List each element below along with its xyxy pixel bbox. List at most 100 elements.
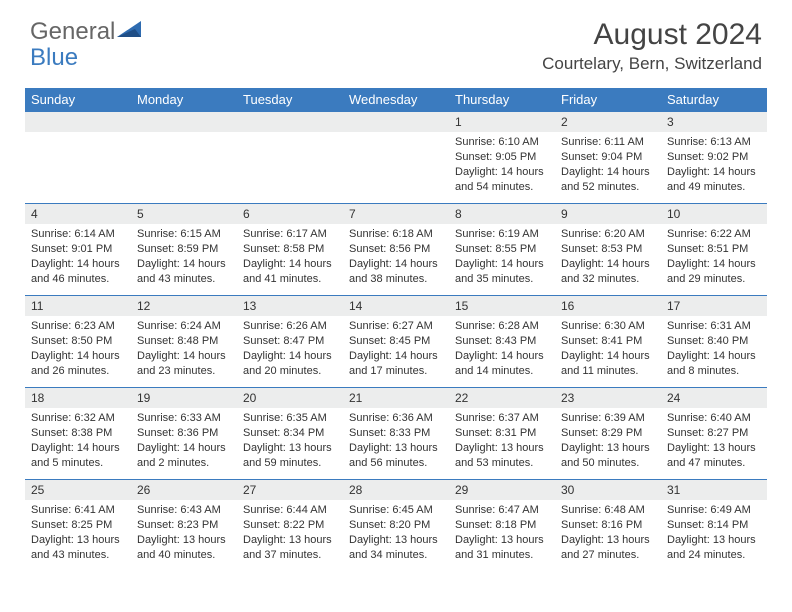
calendar-cell: 31Sunrise: 6:49 AMSunset: 8:14 PMDayligh… [661, 479, 767, 571]
sunrise-text: Sunrise: 6:43 AM [137, 503, 231, 518]
daylight-text: Daylight: 14 hours and 54 minutes. [455, 165, 549, 195]
day-number-row: 2 [555, 111, 661, 132]
sunset-text: Sunset: 8:48 PM [137, 334, 231, 349]
day-number-row: 31 [661, 479, 767, 500]
sunrise-text: Sunrise: 6:35 AM [243, 411, 337, 426]
daylight-text: Daylight: 14 hours and 46 minutes. [31, 257, 125, 287]
calendar-cell: 19Sunrise: 6:33 AMSunset: 8:36 PMDayligh… [131, 387, 237, 479]
sunrise-text: Sunrise: 6:30 AM [561, 319, 655, 334]
day-body: Sunrise: 6:35 AMSunset: 8:34 PMDaylight:… [237, 408, 343, 474]
daylight-text: Daylight: 14 hours and 29 minutes. [667, 257, 761, 287]
sunrise-text: Sunrise: 6:14 AM [31, 227, 125, 242]
day-number-row: 20 [237, 387, 343, 408]
weekday-header: Monday [131, 88, 237, 111]
sunset-text: Sunset: 8:16 PM [561, 518, 655, 533]
sunset-text: Sunset: 8:51 PM [667, 242, 761, 257]
calendar-cell: 23Sunrise: 6:39 AMSunset: 8:29 PMDayligh… [555, 387, 661, 479]
day-body: Sunrise: 6:47 AMSunset: 8:18 PMDaylight:… [449, 500, 555, 566]
daylight-text: Daylight: 14 hours and 8 minutes. [667, 349, 761, 379]
sunset-text: Sunset: 8:14 PM [667, 518, 761, 533]
sunrise-text: Sunrise: 6:22 AM [667, 227, 761, 242]
daylight-text: Daylight: 13 hours and 37 minutes. [243, 533, 337, 563]
day-number-row: 14 [343, 295, 449, 316]
day-number-row: 25 [25, 479, 131, 500]
day-number-row: 1 [449, 111, 555, 132]
calendar-cell: 28Sunrise: 6:45 AMSunset: 8:20 PMDayligh… [343, 479, 449, 571]
sunrise-text: Sunrise: 6:41 AM [31, 503, 125, 518]
calendar-cell: 18Sunrise: 6:32 AMSunset: 8:38 PMDayligh… [25, 387, 131, 479]
calendar-body: 1Sunrise: 6:10 AMSunset: 9:05 PMDaylight… [25, 111, 767, 571]
day-number-row: 17 [661, 295, 767, 316]
sunset-text: Sunset: 9:04 PM [561, 150, 655, 165]
sunset-text: Sunset: 8:56 PM [349, 242, 443, 257]
sunset-text: Sunset: 9:05 PM [455, 150, 549, 165]
sunrise-text: Sunrise: 6:15 AM [137, 227, 231, 242]
day-body: Sunrise: 6:19 AMSunset: 8:55 PMDaylight:… [449, 224, 555, 290]
weekday-header: Wednesday [343, 88, 449, 111]
day-number-row: 30 [555, 479, 661, 500]
day-number-row: 11 [25, 295, 131, 316]
calendar-cell: 12Sunrise: 6:24 AMSunset: 8:48 PMDayligh… [131, 295, 237, 387]
sunrise-text: Sunrise: 6:31 AM [667, 319, 761, 334]
day-number-row: 5 [131, 203, 237, 224]
day-body: Sunrise: 6:22 AMSunset: 8:51 PMDaylight:… [661, 224, 767, 290]
daylight-text: Daylight: 13 hours and 50 minutes. [561, 441, 655, 471]
calendar-row: 1Sunrise: 6:10 AMSunset: 9:05 PMDaylight… [25, 111, 767, 203]
calendar-cell: 8Sunrise: 6:19 AMSunset: 8:55 PMDaylight… [449, 203, 555, 295]
day-number-row: 26 [131, 479, 237, 500]
daylight-text: Daylight: 14 hours and 38 minutes. [349, 257, 443, 287]
sunrise-text: Sunrise: 6:48 AM [561, 503, 655, 518]
day-body: Sunrise: 6:32 AMSunset: 8:38 PMDaylight:… [25, 408, 131, 474]
sunrise-text: Sunrise: 6:47 AM [455, 503, 549, 518]
sunrise-text: Sunrise: 6:23 AM [31, 319, 125, 334]
day-number-row: 23 [555, 387, 661, 408]
day-body: Sunrise: 6:15 AMSunset: 8:59 PMDaylight:… [131, 224, 237, 290]
calendar-cell: 9Sunrise: 6:20 AMSunset: 8:53 PMDaylight… [555, 203, 661, 295]
calendar-cell: 3Sunrise: 6:13 AMSunset: 9:02 PMDaylight… [661, 111, 767, 203]
day-body: Sunrise: 6:30 AMSunset: 8:41 PMDaylight:… [555, 316, 661, 382]
calendar-cell: 1Sunrise: 6:10 AMSunset: 9:05 PMDaylight… [449, 111, 555, 203]
calendar-row: 11Sunrise: 6:23 AMSunset: 8:50 PMDayligh… [25, 295, 767, 387]
sunrise-text: Sunrise: 6:49 AM [667, 503, 761, 518]
day-body [343, 132, 449, 139]
calendar-cell: 7Sunrise: 6:18 AMSunset: 8:56 PMDaylight… [343, 203, 449, 295]
daylight-text: Daylight: 14 hours and 14 minutes. [455, 349, 549, 379]
day-body: Sunrise: 6:49 AMSunset: 8:14 PMDaylight:… [661, 500, 767, 566]
daylight-text: Daylight: 13 hours and 27 minutes. [561, 533, 655, 563]
sunset-text: Sunset: 8:38 PM [31, 426, 125, 441]
day-body: Sunrise: 6:36 AMSunset: 8:33 PMDaylight:… [343, 408, 449, 474]
daylight-text: Daylight: 14 hours and 41 minutes. [243, 257, 337, 287]
sunset-text: Sunset: 8:36 PM [137, 426, 231, 441]
calendar-cell: 15Sunrise: 6:28 AMSunset: 8:43 PMDayligh… [449, 295, 555, 387]
sunrise-text: Sunrise: 6:37 AM [455, 411, 549, 426]
day-body: Sunrise: 6:18 AMSunset: 8:56 PMDaylight:… [343, 224, 449, 290]
daylight-text: Daylight: 14 hours and 49 minutes. [667, 165, 761, 195]
sunset-text: Sunset: 8:25 PM [31, 518, 125, 533]
sunset-text: Sunset: 8:23 PM [137, 518, 231, 533]
calendar-cell: 16Sunrise: 6:30 AMSunset: 8:41 PMDayligh… [555, 295, 661, 387]
day-body: Sunrise: 6:26 AMSunset: 8:47 PMDaylight:… [237, 316, 343, 382]
weekday-header: Saturday [661, 88, 767, 111]
daylight-text: Daylight: 14 hours and 35 minutes. [455, 257, 549, 287]
weekday-header: Sunday [25, 88, 131, 111]
daylight-text: Daylight: 14 hours and 11 minutes. [561, 349, 655, 379]
sunrise-text: Sunrise: 6:32 AM [31, 411, 125, 426]
day-number-row: 18 [25, 387, 131, 408]
sunset-text: Sunset: 8:31 PM [455, 426, 549, 441]
day-number-row: 22 [449, 387, 555, 408]
calendar-cell: 11Sunrise: 6:23 AMSunset: 8:50 PMDayligh… [25, 295, 131, 387]
sunrise-text: Sunrise: 6:45 AM [349, 503, 443, 518]
sunset-text: Sunset: 8:34 PM [243, 426, 337, 441]
calendar-cell: 24Sunrise: 6:40 AMSunset: 8:27 PMDayligh… [661, 387, 767, 479]
daylight-text: Daylight: 14 hours and 23 minutes. [137, 349, 231, 379]
day-number-row: 9 [555, 203, 661, 224]
day-body: Sunrise: 6:41 AMSunset: 8:25 PMDaylight:… [25, 500, 131, 566]
calendar-cell [237, 111, 343, 203]
sunrise-text: Sunrise: 6:13 AM [667, 135, 761, 150]
day-body: Sunrise: 6:13 AMSunset: 9:02 PMDaylight:… [661, 132, 767, 198]
day-body: Sunrise: 6:43 AMSunset: 8:23 PMDaylight:… [131, 500, 237, 566]
calendar-cell [131, 111, 237, 203]
day-body [25, 132, 131, 139]
sunrise-text: Sunrise: 6:18 AM [349, 227, 443, 242]
daylight-text: Daylight: 13 hours and 24 minutes. [667, 533, 761, 563]
